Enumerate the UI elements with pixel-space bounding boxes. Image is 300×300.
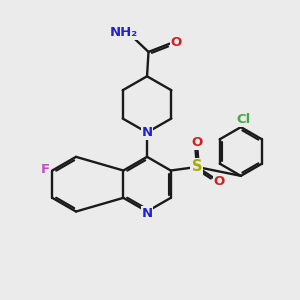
Text: O: O <box>214 175 225 188</box>
Text: S: S <box>192 159 202 174</box>
Text: O: O <box>170 36 182 49</box>
Text: F: F <box>40 164 50 176</box>
Text: Cl: Cl <box>236 113 250 126</box>
Text: NH₂: NH₂ <box>110 26 138 39</box>
Text: O: O <box>191 136 202 149</box>
Text: N: N <box>142 126 153 139</box>
Text: N: N <box>142 207 153 220</box>
